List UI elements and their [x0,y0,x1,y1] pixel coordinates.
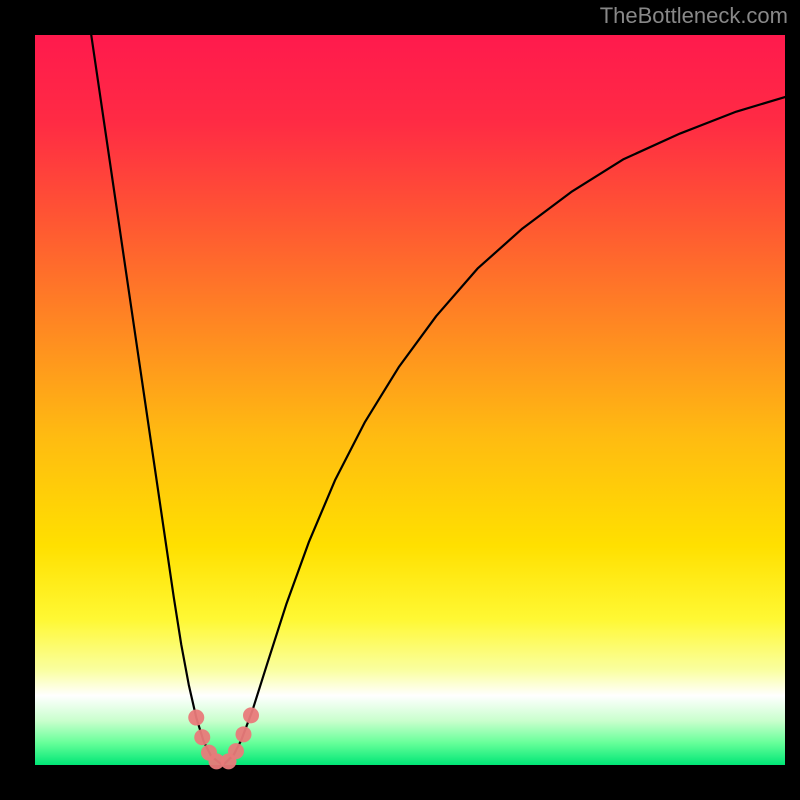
watermark-label: TheBottleneck.com [600,3,788,29]
figure-root: TheBottleneck.com [0,0,800,800]
bottleneck-marker [236,726,252,742]
bottleneck-marker [228,743,244,759]
bottleneck-marker [188,710,204,726]
plot-gradient-background [35,35,785,765]
bottleneck-plot [0,0,800,800]
bottleneck-marker [194,729,210,745]
bottleneck-marker [243,707,259,723]
